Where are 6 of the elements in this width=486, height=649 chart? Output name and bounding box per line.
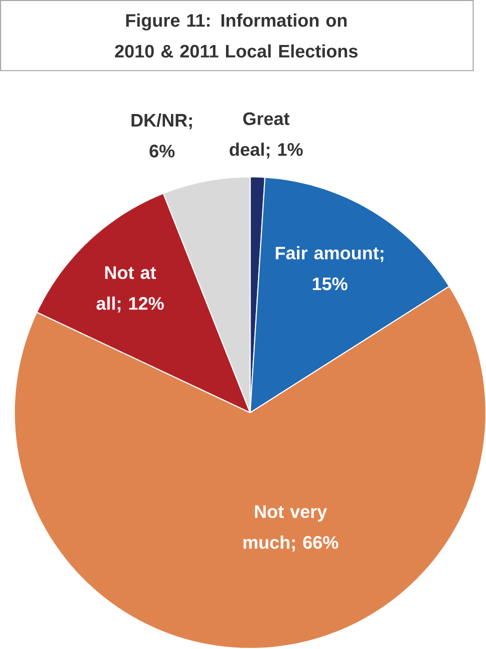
- slice-label: Great deal; 1%: [229, 112, 303, 159]
- slice-label: Not very much; 66%: [243, 505, 338, 552]
- slice-label: Not at all; 12%: [96, 266, 164, 312]
- chart-title: Figure 11: Information on 2010 & 2011 Local Elections: [114, 14, 358, 58]
- slice-label: Fair amount; 15%: [276, 246, 384, 290]
- slice-label: DK/NR; 6%: [131, 113, 192, 158]
